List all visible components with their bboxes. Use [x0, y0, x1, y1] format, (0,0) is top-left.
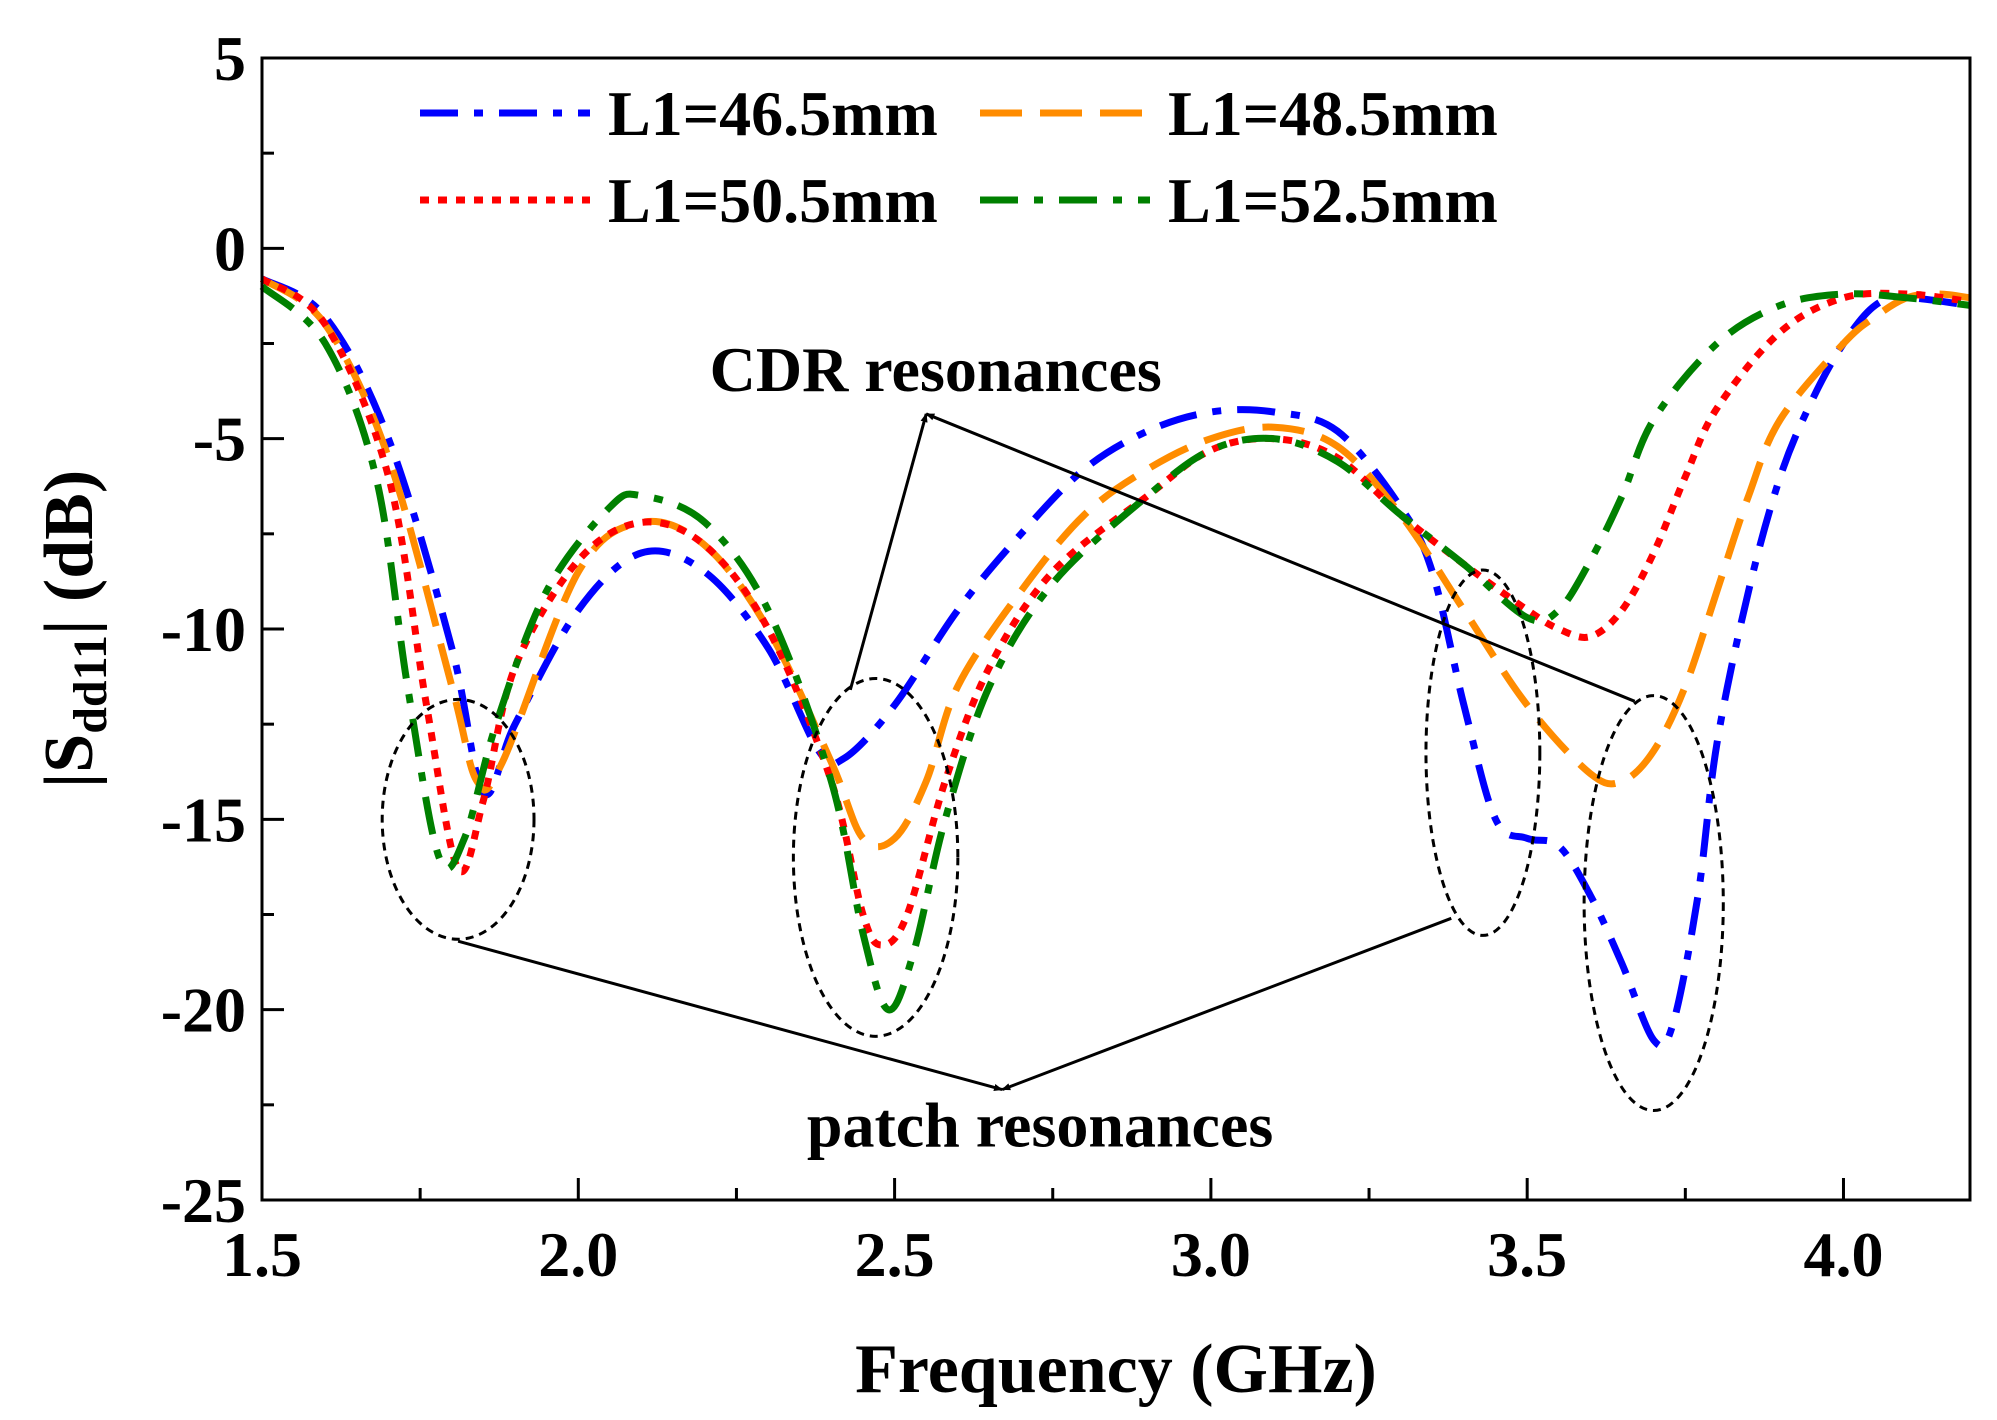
cdr-resonances-label: CDR resonances	[710, 334, 1162, 405]
y-tick-label: 5	[214, 23, 246, 94]
plot-frame	[260, 56, 1972, 1202]
series-line-3	[259, 275, 1971, 949]
x-tick-label: 1.5	[222, 1219, 302, 1290]
y-tick-label: -10	[161, 594, 246, 665]
x-tick-label: 2.0	[538, 1219, 618, 1290]
x-tick-label: 3.0	[1171, 1219, 1251, 1290]
x-tick-label: 2.5	[855, 1219, 935, 1290]
resonance-ellipse-1	[380, 697, 536, 941]
resonance-ellipse-4	[1582, 694, 1725, 1113]
patch-arrow-2	[1001, 916, 1452, 1092]
y-tick-label: -5	[193, 404, 246, 475]
y-axis-label-prefix: |S	[31, 734, 108, 788]
series-line-2	[259, 275, 1971, 851]
x-axis-ticks: 1.5 2.0 2.5 3.0 3.5 4.0	[222, 1178, 1883, 1290]
y-tick-label: -20	[161, 975, 246, 1046]
y-tick-label: -25	[161, 1165, 246, 1236]
cdr-arrow-1	[848, 413, 928, 691]
legend: L1=46.5mm L1=48.5mm L1=50.5mm L1=52.5mm	[420, 78, 1498, 236]
resonance-ellipse-2	[791, 676, 960, 1038]
annotation-layer	[380, 412, 1725, 1113]
y-tick-label: 0	[214, 213, 246, 284]
x-axis-label: Frequency (GHz)	[855, 1331, 1377, 1408]
x-tick-label: 3.5	[1487, 1219, 1567, 1290]
legend-label-3: L1=50.5mm	[608, 165, 938, 236]
series-layer	[259, 275, 1971, 1050]
y-axis-label: |Sdd11| (dB)	[31, 470, 117, 788]
x-tick-label: 4.0	[1803, 1219, 1883, 1290]
resonance-ellipse-3	[1424, 568, 1542, 937]
legend-label-1: L1=46.5mm	[608, 78, 938, 149]
cdr-arrow-2	[925, 412, 1636, 703]
legend-label-2: L1=48.5mm	[1168, 78, 1498, 149]
y-axis-ticks: 5 0 -5 -10 -15 -20 -25	[161, 23, 284, 1236]
series-line-4	[259, 283, 1971, 1014]
y-tick-label: -15	[161, 784, 246, 855]
legend-label-4: L1=52.5mm	[1168, 165, 1498, 236]
patch-resonances-label: patch resonances	[807, 1090, 1273, 1161]
y-axis-label-suffix: | (dB)	[31, 470, 108, 635]
y-axis-label-subscript: dd11	[64, 635, 117, 734]
series-line-1	[260, 275, 1971, 1050]
patch-arrow-1	[457, 939, 1004, 1092]
